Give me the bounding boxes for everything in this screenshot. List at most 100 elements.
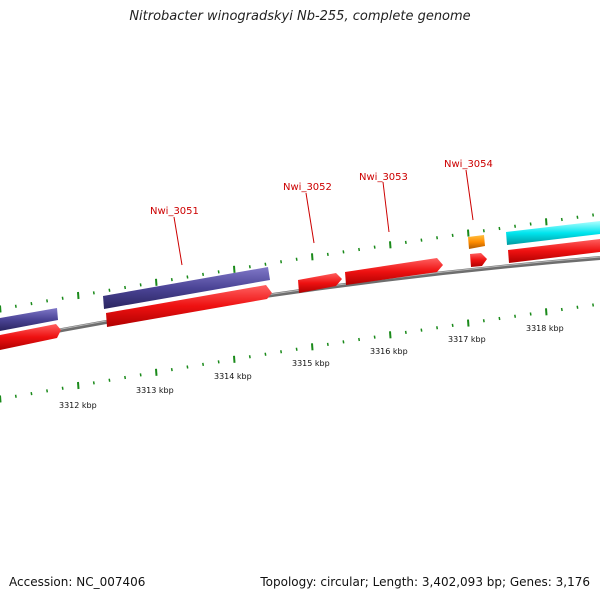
lower-tick-row <box>0 303 595 403</box>
upper-minor-tick <box>342 250 345 254</box>
lower-minor-tick <box>280 350 283 354</box>
lower-minor-tick <box>124 375 127 380</box>
upper-tick-row <box>0 213 595 313</box>
lower-minor-tick <box>14 394 17 398</box>
lower-minor-tick <box>170 367 173 372</box>
lower-minor-tick <box>404 330 407 335</box>
leader-nwi-3052 <box>305 192 315 244</box>
lower-minor-tick <box>326 342 329 347</box>
upper-minor-tick <box>124 285 127 290</box>
lower-minor-tick <box>264 352 267 356</box>
lower-minor-tick <box>514 314 517 318</box>
gene-label-nwi-3054[interactable]: Nwi_3054 <box>444 159 493 170</box>
lower-minor-tick <box>451 323 454 328</box>
lower-minor-tick <box>358 337 361 342</box>
upper-minor-tick <box>14 304 17 308</box>
lower-minor-tick <box>576 305 579 309</box>
cds-forward-1[interactable] <box>0 324 61 350</box>
upper-major-tick <box>545 218 548 226</box>
lower-major-tick <box>233 355 236 363</box>
upper-minor-tick <box>61 296 64 300</box>
genome-summary: Topology: circular; Length: 3,402,093 bp… <box>260 575 590 589</box>
upper-minor-tick <box>373 245 376 249</box>
lower-major-tick <box>155 368 158 376</box>
lower-major-tick <box>77 381 80 390</box>
lower-minor-tick <box>529 312 532 316</box>
leader-nwi-3053 <box>382 181 390 233</box>
upper-major-tick <box>467 229 470 237</box>
upper-minor-tick <box>326 252 329 257</box>
lower-minor-tick <box>202 362 205 367</box>
upper-minor-tick <box>576 215 579 219</box>
gene-label-nwi-3053[interactable]: Nwi_3053 <box>359 172 408 183</box>
accession-label: Accession: NC_007406 <box>9 575 146 589</box>
upper-minor-tick <box>30 301 33 306</box>
lower-minor-tick <box>139 373 142 377</box>
cds-forward-nwi-3052[interactable] <box>298 273 342 293</box>
upper-minor-tick <box>514 224 517 228</box>
cds-forward-nwi-3054[interactable] <box>470 253 487 267</box>
lower-minor-tick <box>186 365 189 369</box>
upper-minor-tick <box>280 260 283 264</box>
lower-minor-tick <box>108 378 111 382</box>
lower-major-tick <box>0 395 2 403</box>
scale-label-3313: 3313 kbp <box>136 386 174 395</box>
lower-minor-tick <box>217 360 220 364</box>
scale-label-3316: 3316 kbp <box>370 347 408 356</box>
lower-minor-tick <box>420 328 423 332</box>
rrna-feature[interactable] <box>506 221 600 245</box>
upper-major-tick <box>233 265 236 273</box>
scale-label-3317: 3317 kbp <box>448 335 486 344</box>
gene-label-nwi-3051[interactable]: Nwi_3051 <box>150 206 199 217</box>
lower-minor-tick <box>342 340 345 344</box>
lower-major-tick <box>467 319 470 327</box>
upper-minor-tick <box>202 272 205 277</box>
upper-minor-tick <box>592 213 595 217</box>
upper-minor-tick <box>420 238 423 242</box>
trna-feature[interactable] <box>468 235 485 249</box>
upper-minor-tick <box>264 262 267 266</box>
lower-minor-tick <box>248 355 251 359</box>
scale-label-3315: 3315 kbp <box>292 359 330 368</box>
upper-minor-tick <box>560 217 563 222</box>
upper-minor-tick <box>139 283 142 287</box>
lower-minor-tick <box>436 326 439 330</box>
lower-minor-tick <box>482 319 485 323</box>
map-title: Nitrobacter winogradskyi Nb-255, complet… <box>129 9 471 24</box>
upper-minor-tick <box>170 277 173 282</box>
upper-major-tick <box>311 253 314 261</box>
upper-minor-tick <box>436 236 439 240</box>
cds-reverse-1[interactable] <box>0 308 58 331</box>
cds-reverse-nwi-3051[interactable] <box>103 267 270 309</box>
lower-minor-tick <box>295 347 298 351</box>
upper-minor-tick <box>217 270 220 274</box>
lower-major-tick <box>389 331 392 339</box>
lower-major-tick <box>545 308 548 316</box>
upper-major-tick <box>0 305 2 313</box>
genome-backbone <box>0 256 600 344</box>
gene-label-nwi-3052[interactable]: Nwi_3052 <box>283 182 332 193</box>
scale-label-3318: 3318 kbp <box>526 324 564 333</box>
upper-minor-tick <box>404 240 407 245</box>
upper-minor-tick <box>295 257 298 261</box>
cds-forward-nwi-3051[interactable] <box>106 285 272 327</box>
upper-minor-tick <box>108 288 111 292</box>
cds-forward-nwi-3053[interactable] <box>345 258 443 285</box>
upper-minor-tick <box>248 265 251 269</box>
upper-minor-tick <box>358 247 361 252</box>
upper-major-tick <box>77 291 80 300</box>
upper-minor-tick <box>498 226 501 231</box>
scale-label-3312: 3312 kbp <box>59 401 97 410</box>
cds-forward-right[interactable] <box>508 239 600 263</box>
upper-minor-tick <box>451 233 454 238</box>
leader-nwi-3054 <box>465 169 474 221</box>
lower-minor-tick <box>373 335 376 339</box>
upper-minor-tick <box>482 229 485 233</box>
scale-label-3314: 3314 kbp <box>214 372 252 381</box>
lower-minor-tick <box>46 389 49 393</box>
lower-minor-tick <box>560 307 563 312</box>
upper-minor-tick <box>46 299 49 303</box>
leader-nwi-3051 <box>173 216 183 266</box>
upper-major-tick <box>155 278 158 286</box>
